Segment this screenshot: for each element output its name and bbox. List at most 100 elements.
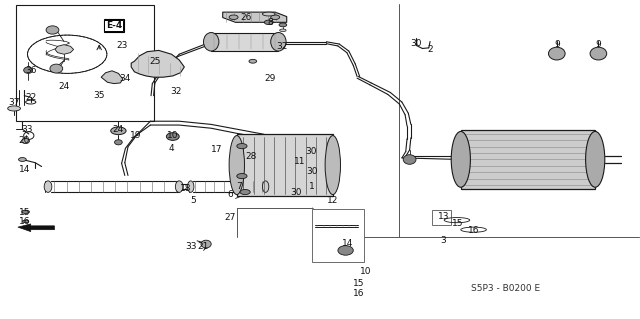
Text: 33: 33 — [185, 242, 196, 251]
Text: 10: 10 — [360, 267, 372, 276]
Ellipse shape — [204, 33, 219, 51]
Text: 20: 20 — [19, 136, 30, 145]
Ellipse shape — [240, 189, 250, 195]
Text: 18: 18 — [180, 184, 191, 193]
Ellipse shape — [586, 131, 605, 187]
Text: 32: 32 — [170, 87, 182, 96]
Ellipse shape — [201, 240, 211, 248]
Text: 12: 12 — [327, 197, 339, 205]
Text: 2: 2 — [428, 45, 433, 54]
Text: 5: 5 — [191, 197, 196, 205]
Text: 24: 24 — [58, 82, 70, 91]
Ellipse shape — [451, 131, 470, 187]
Ellipse shape — [548, 47, 565, 60]
Ellipse shape — [44, 181, 52, 192]
Polygon shape — [55, 45, 74, 54]
Polygon shape — [223, 12, 287, 22]
Text: 30: 30 — [305, 147, 317, 156]
Ellipse shape — [325, 136, 340, 195]
Ellipse shape — [229, 136, 244, 195]
Text: 15: 15 — [452, 219, 463, 228]
Text: 27: 27 — [225, 213, 236, 222]
Polygon shape — [101, 71, 123, 84]
Ellipse shape — [271, 15, 280, 19]
Ellipse shape — [279, 23, 287, 27]
Ellipse shape — [50, 64, 63, 73]
Ellipse shape — [175, 181, 183, 192]
Ellipse shape — [237, 174, 247, 179]
Ellipse shape — [280, 29, 286, 32]
Text: 22: 22 — [25, 93, 36, 102]
Text: 14: 14 — [19, 165, 30, 174]
Text: 7: 7 — [237, 182, 242, 191]
Ellipse shape — [8, 106, 20, 111]
Text: 13: 13 — [438, 212, 449, 221]
Ellipse shape — [46, 26, 59, 34]
Text: 37: 37 — [8, 98, 20, 107]
Text: 10: 10 — [167, 131, 179, 140]
Ellipse shape — [249, 59, 257, 63]
Polygon shape — [131, 50, 184, 77]
Text: 23: 23 — [116, 41, 127, 50]
Text: 30: 30 — [307, 167, 318, 176]
Ellipse shape — [111, 127, 126, 135]
Text: 3: 3 — [441, 236, 446, 245]
Ellipse shape — [166, 133, 179, 140]
Ellipse shape — [22, 138, 29, 144]
Bar — [237, 134, 333, 196]
Text: 25: 25 — [149, 57, 161, 66]
Text: 4: 4 — [169, 144, 174, 153]
Ellipse shape — [229, 15, 238, 19]
Bar — [461, 130, 595, 189]
Text: S5P3 - B0200 E: S5P3 - B0200 E — [471, 284, 540, 293]
Ellipse shape — [590, 47, 607, 60]
Text: 16: 16 — [468, 226, 479, 235]
Text: 1: 1 — [310, 182, 315, 191]
Text: 16: 16 — [19, 217, 30, 226]
Bar — [211, 33, 278, 51]
Text: E-4: E-4 — [106, 21, 122, 30]
Ellipse shape — [24, 67, 33, 73]
Text: 36: 36 — [25, 66, 36, 75]
Text: 9: 9 — [554, 40, 559, 49]
Bar — [312, 209, 364, 262]
Ellipse shape — [264, 20, 273, 25]
Text: 15: 15 — [353, 279, 364, 288]
Text: 28: 28 — [245, 152, 257, 161]
Text: 21: 21 — [198, 242, 209, 251]
Text: FR.: FR. — [30, 234, 44, 242]
Text: 32: 32 — [276, 42, 287, 51]
Text: 29: 29 — [264, 74, 276, 83]
Ellipse shape — [19, 158, 26, 161]
Ellipse shape — [262, 12, 275, 16]
Ellipse shape — [262, 181, 269, 192]
Text: 34: 34 — [119, 74, 131, 83]
Text: 19: 19 — [130, 131, 141, 140]
Text: 30: 30 — [410, 39, 422, 48]
Bar — [16, 5, 154, 121]
Text: 17: 17 — [211, 145, 222, 154]
Text: 14: 14 — [342, 239, 353, 248]
Text: 11: 11 — [294, 157, 305, 166]
Ellipse shape — [237, 144, 247, 149]
Text: 30: 30 — [290, 189, 301, 197]
Text: 8: 8 — [268, 18, 273, 27]
Text: 26: 26 — [240, 13, 252, 22]
Ellipse shape — [338, 246, 353, 255]
Ellipse shape — [403, 155, 416, 164]
Text: E-4: E-4 — [106, 21, 122, 30]
Text: 9: 9 — [596, 40, 601, 49]
Bar — [432, 210, 451, 225]
Ellipse shape — [22, 220, 29, 223]
Text: 6: 6 — [228, 190, 233, 199]
Text: 16: 16 — [353, 289, 364, 298]
Ellipse shape — [115, 140, 122, 145]
Text: 35: 35 — [93, 91, 105, 100]
Text: 15: 15 — [19, 208, 30, 217]
Ellipse shape — [271, 33, 286, 51]
Text: 24: 24 — [113, 125, 124, 134]
Polygon shape — [18, 224, 54, 232]
Text: 33: 33 — [21, 125, 33, 134]
Ellipse shape — [188, 181, 194, 192]
Ellipse shape — [22, 210, 29, 213]
